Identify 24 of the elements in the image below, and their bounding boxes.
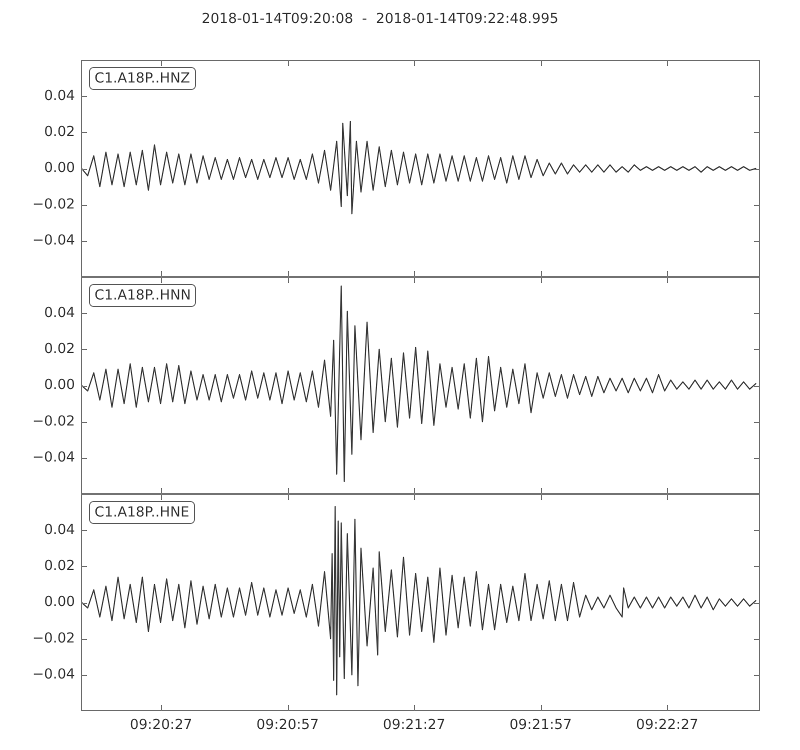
x-tick-label: 09:20:27 [130,716,192,733]
y-tick-label: 0.00 [44,594,75,610]
y-tick-label: 0.04 [44,88,76,104]
x-tick-label: 09:20:57 [256,716,319,733]
y-tick-label: −0.02 [32,196,75,212]
y-tick-label: 0.04 [44,522,76,538]
annotation: C1.A18P..HNN [94,288,191,304]
y-tick-label: −0.04 [32,232,76,248]
x-tick-label: 09:22:27 [636,716,698,733]
x-tick-label: 09:21:57 [509,716,572,733]
x-tick-label: 09:21:27 [382,716,446,733]
y-tick-label: 0.04 [44,304,76,321]
y-tick-label: 0.00 [44,377,75,394]
y-tick-label: −0.04 [32,666,76,682]
y-tick-label: 0.02 [44,340,75,357]
y-tick-label: −0.04 [32,449,76,466]
annotation: C1.A18P..HNE [94,504,190,521]
y-tick-label: −0.02 [32,630,75,646]
y-tick-label: 0.00 [44,160,75,176]
chart-title: 2018-01-14T09:20:08 - 2018-01-14T09:22:48.995 [202,10,558,27]
annotation: C1.A18P..HNZ [94,70,190,87]
y-tick-label: −0.02 [32,413,75,430]
y-tick-label: 0.02 [44,558,75,574]
y-tick-label: 0.02 [44,124,75,140]
